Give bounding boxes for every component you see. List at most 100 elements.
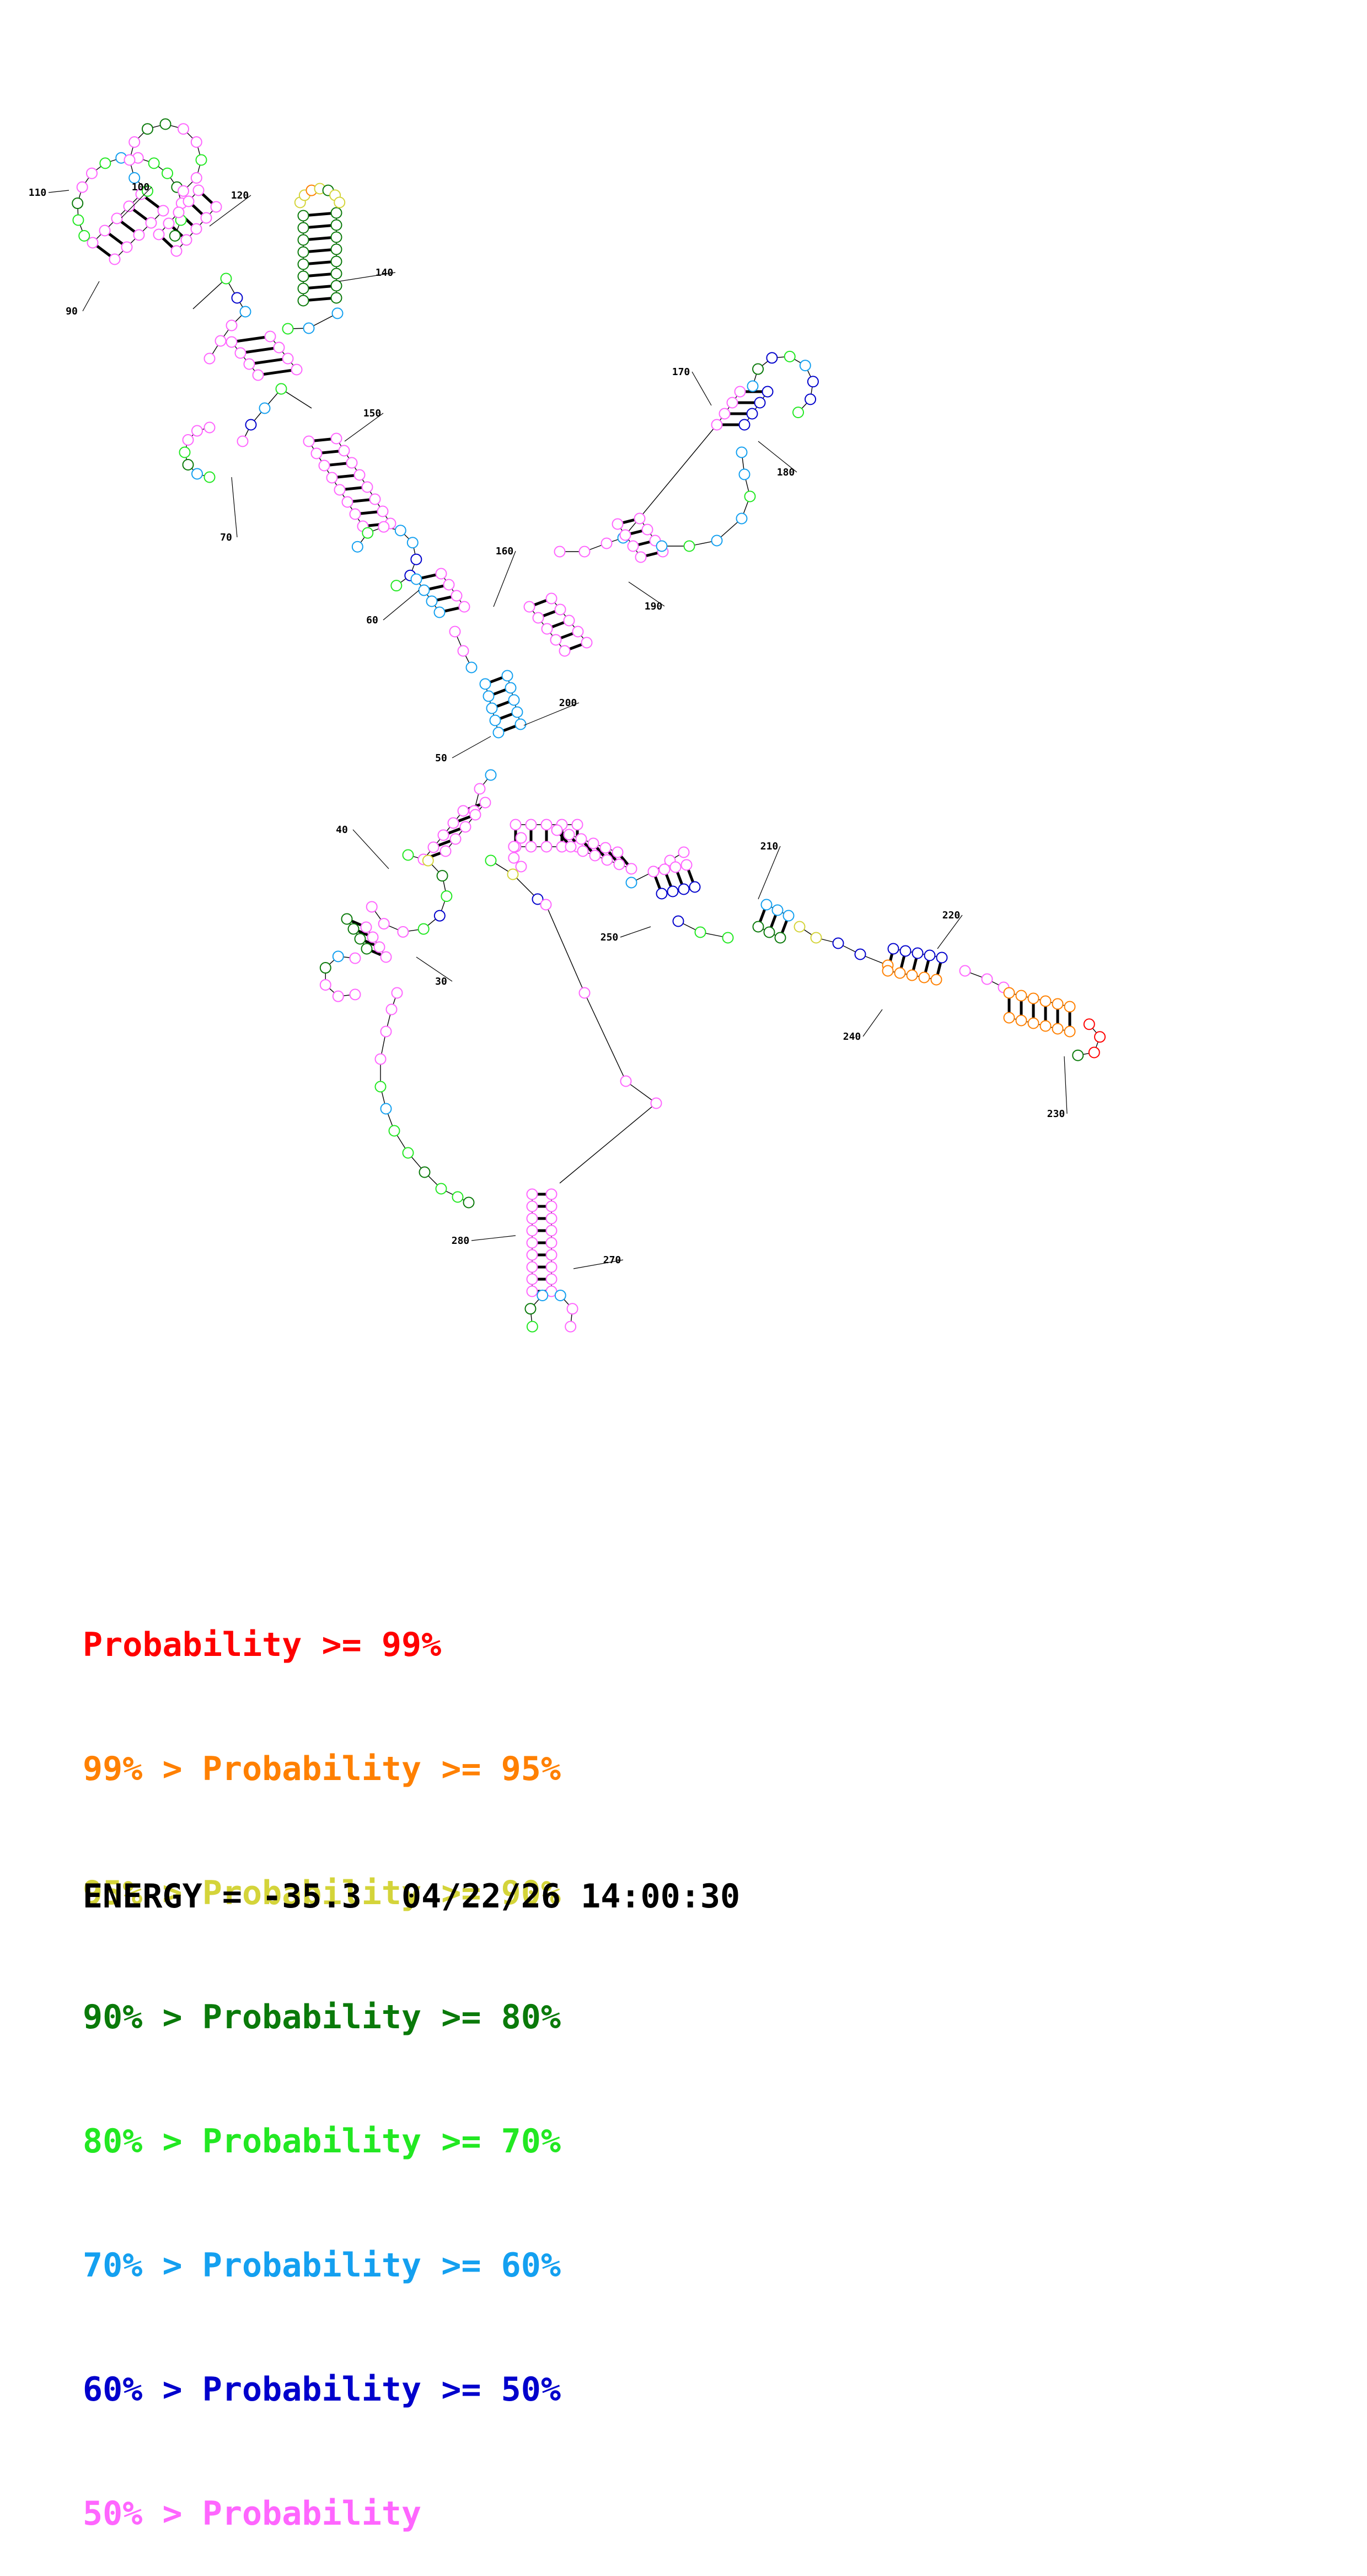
nucleotide	[367, 931, 379, 943]
legend-prefix: 80% >	[83, 2122, 202, 2161]
nucleotide	[87, 237, 99, 249]
nucleotide	[719, 408, 731, 420]
nucleotide	[587, 837, 599, 849]
nucleotide	[523, 601, 535, 613]
nucleotide	[508, 852, 520, 864]
nucleotide	[148, 157, 160, 169]
nucleotide	[332, 990, 344, 1002]
nucleotide	[683, 540, 695, 552]
nucleotide	[297, 295, 309, 307]
nucleotide	[410, 553, 422, 565]
nucleotide	[234, 347, 246, 359]
nucleotide	[545, 1261, 557, 1273]
nucleotide	[402, 1147, 414, 1159]
position-label-30: 30	[435, 976, 447, 987]
label-leader	[352, 829, 389, 869]
nucleotide	[613, 858, 625, 870]
nucleotide	[76, 181, 88, 193]
label-leader	[383, 590, 420, 621]
nucleotide	[402, 849, 414, 861]
nucleotide	[178, 123, 189, 135]
nucleotide	[647, 865, 660, 878]
label-leader	[1064, 1056, 1068, 1114]
nucleotide	[366, 901, 378, 913]
nucleotide	[559, 645, 571, 657]
nucleotide	[349, 952, 361, 964]
nucleotide	[694, 926, 706, 938]
nucleotide	[619, 529, 631, 541]
energy-value: -35.3	[262, 1877, 362, 1916]
nucleotide	[303, 322, 315, 334]
nucleotide	[832, 937, 844, 949]
nucleotide	[410, 573, 422, 585]
nucleotide	[179, 446, 191, 458]
label-leader	[862, 1009, 883, 1037]
legend-text: Probability >= 99%	[83, 1626, 442, 1664]
nucleotide	[190, 172, 202, 184]
nucleotide	[331, 307, 344, 319]
nucleotide	[540, 819, 553, 831]
position-label-70: 70	[220, 532, 232, 543]
nucleotide	[190, 136, 202, 148]
nucleotide	[678, 883, 690, 895]
nucleotide	[485, 854, 497, 867]
nucleotide	[419, 1166, 431, 1178]
nucleotide	[378, 521, 390, 533]
legend-prefix: 95% >	[83, 1874, 202, 1912]
label-leader	[523, 702, 580, 726]
position-label-240: 240	[843, 1031, 861, 1043]
legend-row-80: 90% > Probability >= 80%	[83, 1997, 561, 2038]
nucleotide	[391, 987, 403, 999]
nucleotide	[807, 376, 819, 388]
nucleotide	[374, 1053, 387, 1065]
nucleotide	[433, 606, 446, 618]
nucleotide	[545, 1225, 557, 1237]
position-label-200: 200	[559, 697, 577, 709]
nucleotide	[1027, 1017, 1039, 1029]
nucleotide	[330, 219, 342, 231]
backbone-segment	[625, 1081, 657, 1104]
position-label-220: 220	[942, 910, 961, 921]
nucleotide	[599, 842, 612, 854]
nucleotide	[508, 694, 520, 706]
nucleotide	[203, 471, 216, 483]
nucleotide	[554, 546, 566, 558]
nucleotide	[734, 386, 746, 398]
nucleotide	[959, 965, 971, 977]
nucleotide	[924, 949, 936, 961]
nucleotide	[191, 425, 203, 437]
nucleotide	[282, 323, 294, 335]
position-label-190: 190	[645, 601, 663, 612]
nucleotide	[474, 783, 486, 795]
legend-prefix: 90% >	[83, 1998, 202, 2037]
nucleotide	[541, 623, 553, 635]
nucleotide	[252, 369, 264, 381]
nucleotide	[422, 854, 434, 867]
nucleotide	[451, 590, 463, 602]
nucleotide	[912, 947, 924, 959]
nucleotide	[1039, 995, 1052, 1007]
nucleotide	[369, 493, 381, 505]
nucleotide	[380, 1103, 392, 1115]
nucleotide	[332, 950, 344, 963]
nucleotide	[805, 393, 817, 405]
nucleotide	[109, 253, 121, 265]
label-leader	[937, 915, 963, 949]
nucleotide	[515, 832, 527, 844]
nucleotide	[99, 157, 111, 169]
nucleotide	[380, 1025, 392, 1038]
nucleotide	[545, 1188, 557, 1200]
nucleotide	[449, 626, 461, 638]
nucleotide	[330, 207, 342, 219]
legend-text: Probability >= 90%	[202, 1874, 561, 1912]
position-label-100: 100	[132, 181, 150, 193]
nucleotide	[1064, 1001, 1076, 1013]
nucleotide	[711, 419, 723, 431]
nucleotide	[330, 255, 342, 268]
nucleotide	[747, 380, 759, 392]
nucleotide	[672, 915, 684, 927]
legend-text: Probability >= 50%	[202, 2370, 561, 2409]
position-label-270: 270	[603, 1254, 621, 1266]
nucleotide	[1052, 998, 1064, 1010]
legend-prefix: 70% >	[83, 2246, 202, 2285]
